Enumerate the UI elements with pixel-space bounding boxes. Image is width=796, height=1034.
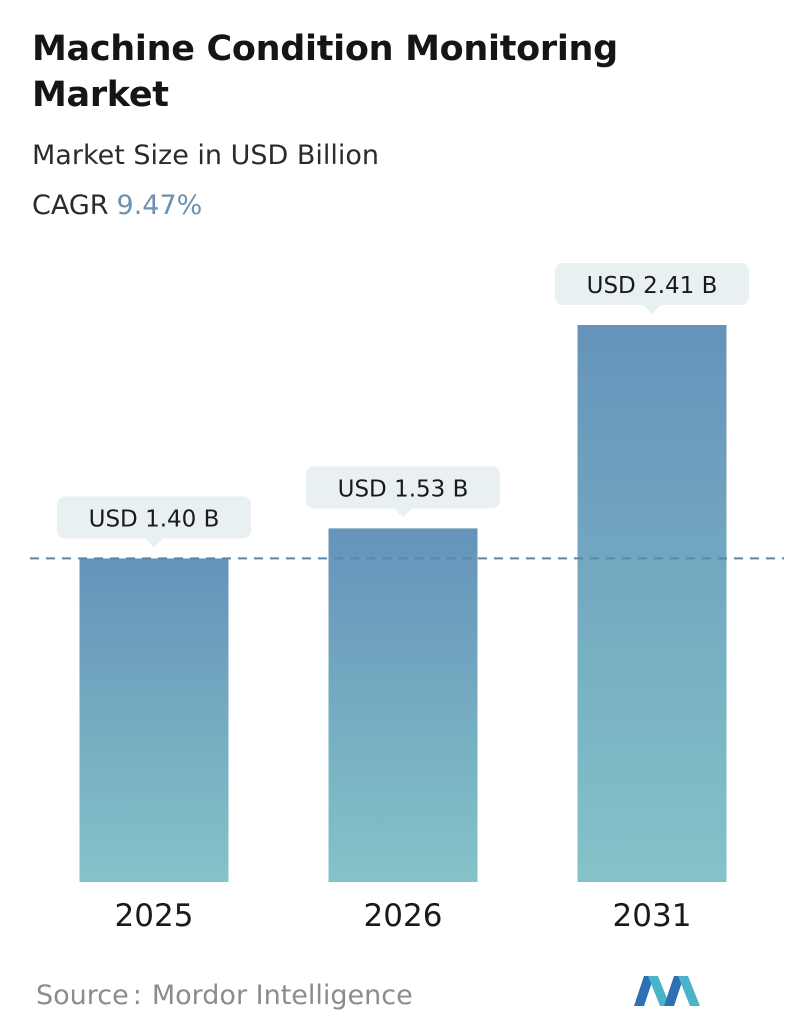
data-label-pointer-2031 <box>643 305 661 314</box>
chart-subtitle: Market Size in USD Billion <box>32 140 380 171</box>
bar-2031 <box>577 325 727 882</box>
data-label-box-2025 <box>57 496 251 539</box>
source-separator: : <box>132 980 142 1011</box>
chart-title: Machine Condition Monitoring Market <box>32 29 618 115</box>
cagr-label: CAGR <box>32 190 109 221</box>
x-tick-label-2031: 2031 <box>613 898 692 934</box>
x-tick-label-2026: 2026 <box>364 898 443 934</box>
cagr-value: 9.47% <box>116 190 203 221</box>
source-value: Mordor Intelligence <box>151 980 413 1011</box>
data-label-box-2031 <box>555 263 749 305</box>
data-label-2025: USD 1.40 B <box>89 506 220 532</box>
source-line: Source: Mordor Intelligence <box>36 980 413 1011</box>
cagr-line: CAGR 9.47% <box>32 190 202 221</box>
data-label-pointer-2025 <box>145 538 163 548</box>
source-label: Source <box>36 980 129 1011</box>
bar-2025 <box>79 558 229 882</box>
data-label-pointer-2026 <box>394 508 412 518</box>
data-label-box-2026 <box>306 466 500 509</box>
mordor-intelligence-logo-icon <box>634 976 700 1006</box>
bar-2026 <box>328 528 478 882</box>
data-label-2031: USD 2.41 B <box>587 273 718 299</box>
bar-chart: USD 1.40 B 2025 USD 1.53 B 2026 USD 2.41 B 20… <box>30 263 784 934</box>
x-tick-label-2025: 2025 <box>115 898 194 934</box>
data-label-2026: USD 1.53 B <box>338 476 469 502</box>
